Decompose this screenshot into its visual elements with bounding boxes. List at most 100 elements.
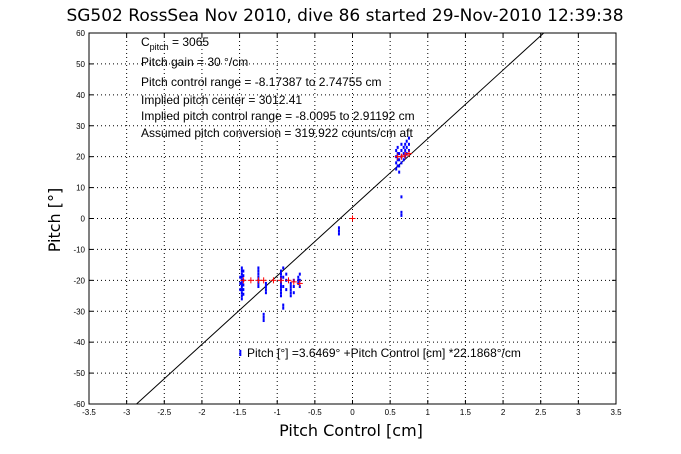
- observed-point: [405, 145, 408, 149]
- observed-point: [298, 272, 301, 276]
- observed-point: [257, 269, 260, 273]
- y-tick-label: -20: [73, 276, 85, 285]
- observed-point: [289, 294, 292, 298]
- x-tick-label: -3.5: [82, 408, 96, 417]
- y-tick-label: 40: [76, 91, 85, 100]
- fit-equation-annotation: Pitch [°] =3.6469° +Pitch Control [cm] *…: [247, 346, 521, 360]
- observed-point: [298, 278, 301, 282]
- observed-point: [257, 275, 260, 279]
- observed-point: [264, 288, 267, 292]
- fitted-series: [240, 150, 412, 287]
- observed-point: [402, 158, 405, 162]
- observed-point: [264, 285, 267, 289]
- observed-point: [242, 283, 245, 287]
- observed-point: [240, 275, 243, 279]
- x-tick-label: 2.5: [535, 408, 547, 417]
- implied-range-annotation: Implied pitch control range = -8.0095 to…: [141, 109, 415, 123]
- observed-point: [400, 210, 403, 214]
- y-tick-label: -40: [73, 338, 85, 347]
- observed-point: [400, 161, 403, 165]
- pitch-gain-annotation: Pitch gain = 30 °/cm: [141, 55, 248, 69]
- observed-point: [404, 142, 407, 146]
- x-tick-label: -3: [123, 408, 131, 417]
- observed-point: [402, 145, 405, 149]
- observed-point: [242, 292, 245, 296]
- observed-point: [398, 158, 401, 162]
- x-tick-label: 0: [350, 408, 355, 417]
- fitted-point: [277, 277, 284, 284]
- fitted-point: [398, 153, 405, 160]
- fitted-point: [260, 277, 267, 284]
- observed-point: [395, 148, 398, 152]
- observed-point: [400, 148, 403, 152]
- y-tick-label: -30: [73, 307, 85, 316]
- x-tick-label: -2: [198, 408, 206, 417]
- c-pitch-sub: pitch: [150, 42, 169, 52]
- observed-point: [289, 291, 292, 295]
- observed-point: [407, 142, 410, 146]
- observed-point: [257, 285, 260, 289]
- observed-point: [400, 195, 403, 199]
- c-pitch-main: C: [141, 35, 150, 49]
- y-tick-label: 20: [76, 153, 85, 162]
- observed-point: [279, 285, 282, 289]
- x-axis-ticks: -3.5 -3 -2.5 -2 -1.5 -1 -0.5 0 0.5 1 1.5 2 2.5 3 3.5: [82, 33, 622, 417]
- x-tick-label: -2.5: [157, 408, 171, 417]
- x-axis-label: Pitch Control [cm]: [279, 421, 423, 440]
- fitted-point: [255, 277, 262, 284]
- observed-point: [239, 288, 242, 292]
- observed-point: [282, 285, 285, 289]
- c-pitch-annotation: Cpitch = 3065: [141, 35, 209, 52]
- observed-point: [289, 285, 292, 289]
- y-axis-label: Pitch [°]: [45, 188, 64, 253]
- observed-point: [279, 281, 282, 285]
- fitted-point: [349, 215, 356, 222]
- observed-point: [279, 294, 282, 298]
- observed-point: [242, 274, 245, 278]
- conversion-annotation: Assumed pitch conversion = 319.922 count…: [141, 126, 413, 140]
- y-tick-label: -10: [73, 245, 85, 254]
- annotation-block: Cpitch = 3065 Pitch gain = 30 °/cm Pitch…: [141, 35, 415, 140]
- observed-point: [239, 275, 242, 279]
- fitted-point: [405, 150, 412, 157]
- observed-point: [400, 213, 403, 217]
- observed-point: [240, 269, 243, 273]
- observed-point: [264, 281, 267, 285]
- observed-point: [297, 278, 300, 282]
- observed-point: [239, 353, 242, 357]
- observed-point: [407, 136, 410, 140]
- observed-point: [257, 272, 260, 276]
- observed-point: [289, 288, 292, 292]
- observed-point: [242, 269, 245, 273]
- y-tick-label: 0: [81, 215, 86, 224]
- y-tick-label: 30: [76, 122, 85, 131]
- observed-point: [262, 319, 265, 323]
- observed-point: [396, 152, 399, 156]
- x-tick-label: 3.5: [610, 408, 622, 417]
- observed-point: [240, 294, 243, 298]
- chart-title: SG502 RossSea Nov 2010, dive 86 started …: [66, 6, 623, 26]
- fitted-point: [296, 280, 303, 287]
- observed-point: [398, 152, 401, 156]
- observed-point: [240, 285, 243, 289]
- c-pitch-value: = 3065: [169, 35, 210, 49]
- observed-point: [402, 152, 405, 156]
- y-tick-label: -60: [73, 400, 85, 409]
- observed-point: [240, 297, 243, 301]
- observed-point: [262, 315, 265, 319]
- observed-point: [242, 288, 245, 292]
- observed-point: [239, 281, 242, 285]
- x-tick-label: 1: [426, 408, 431, 417]
- observed-point: [279, 291, 282, 295]
- fit-line: [136, 32, 545, 405]
- observed-point: [404, 148, 407, 152]
- observed-point: [398, 170, 401, 174]
- observed-point: [405, 139, 408, 143]
- observed-point: [279, 269, 282, 273]
- observed-point: [279, 288, 282, 292]
- x-tick-label: 2: [501, 408, 506, 417]
- observed-point: [398, 164, 401, 168]
- x-tick-label: -0.5: [308, 408, 322, 417]
- fitted-point: [247, 277, 254, 284]
